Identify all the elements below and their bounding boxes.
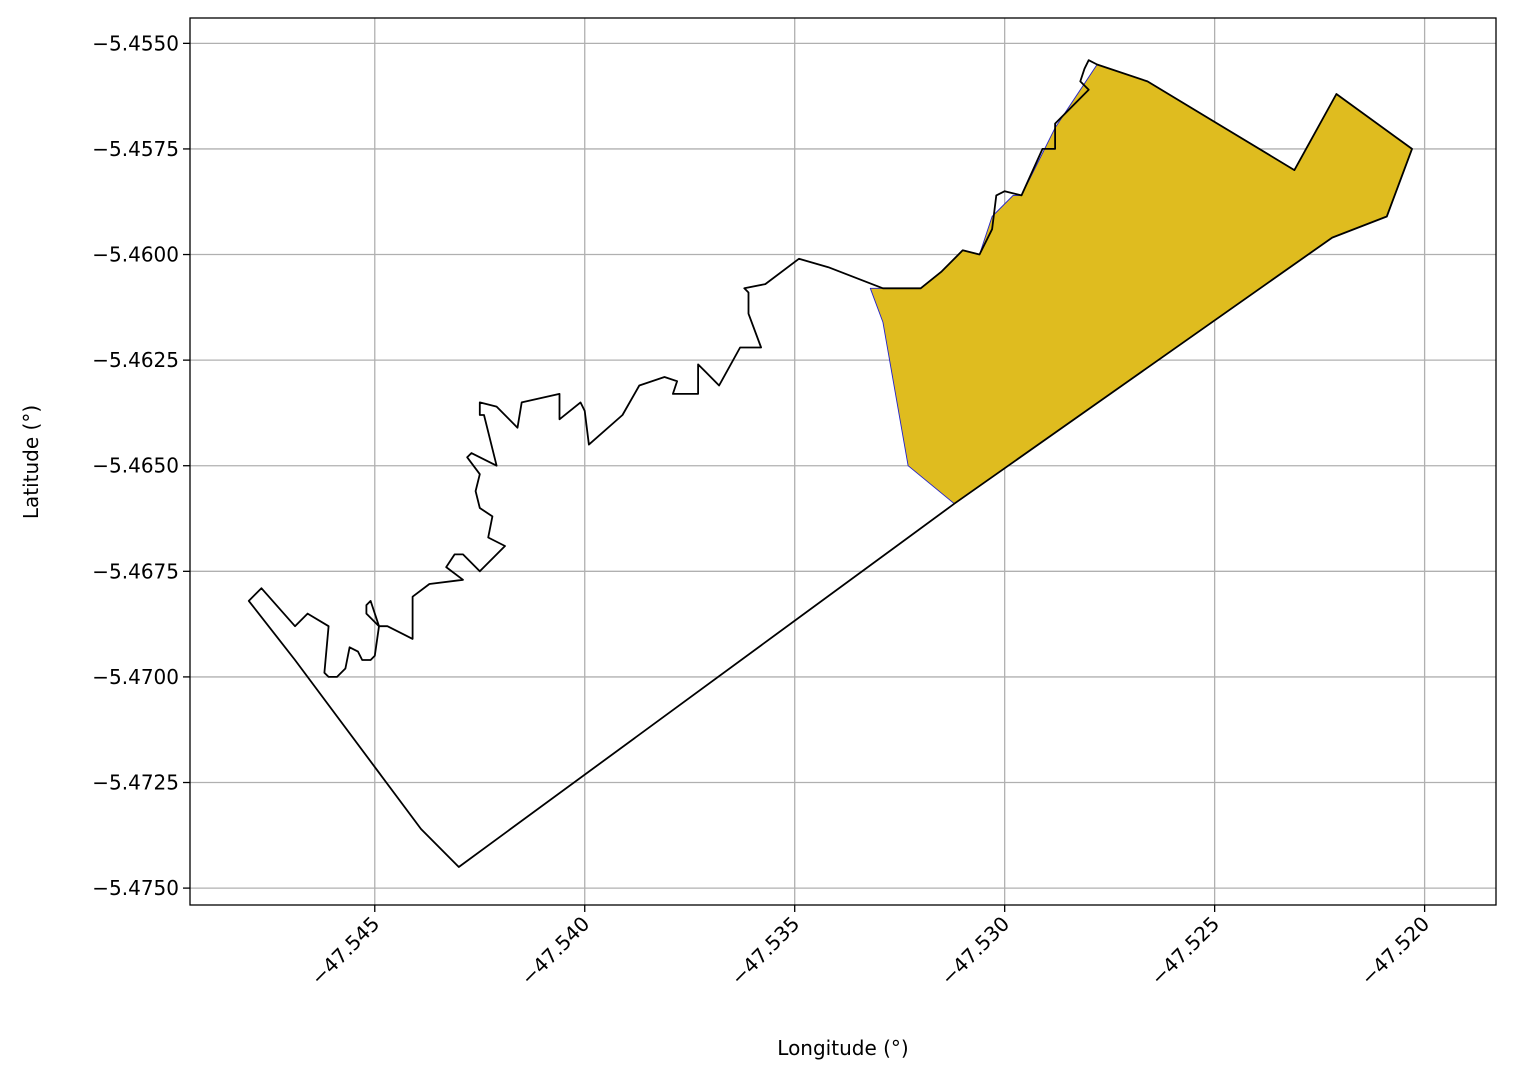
- y-tick-label: −5.4700: [92, 665, 179, 689]
- y-tick-label: −5.4750: [92, 876, 179, 900]
- y-tick-label: −5.4575: [92, 137, 179, 161]
- y-tick-label: −5.4600: [92, 243, 179, 267]
- y-tick-label: −5.4650: [92, 454, 179, 478]
- y-tick-label: −5.4550: [92, 31, 179, 55]
- y-tick-label: −5.4625: [92, 348, 179, 372]
- y-axis-label: Latitude (°): [19, 405, 43, 519]
- plot-area: [247, 59, 1413, 868]
- clipped-shapes: [247, 59, 1413, 868]
- axes-frame: [189, 17, 1497, 906]
- grid-lines: [190, 18, 1496, 905]
- y-tick-label: −5.4725: [92, 771, 179, 795]
- y-tick-label: −5.4675: [92, 559, 179, 583]
- boundary-outline: [247, 59, 1413, 868]
- x-axis-label: Longitude (°): [777, 1036, 908, 1060]
